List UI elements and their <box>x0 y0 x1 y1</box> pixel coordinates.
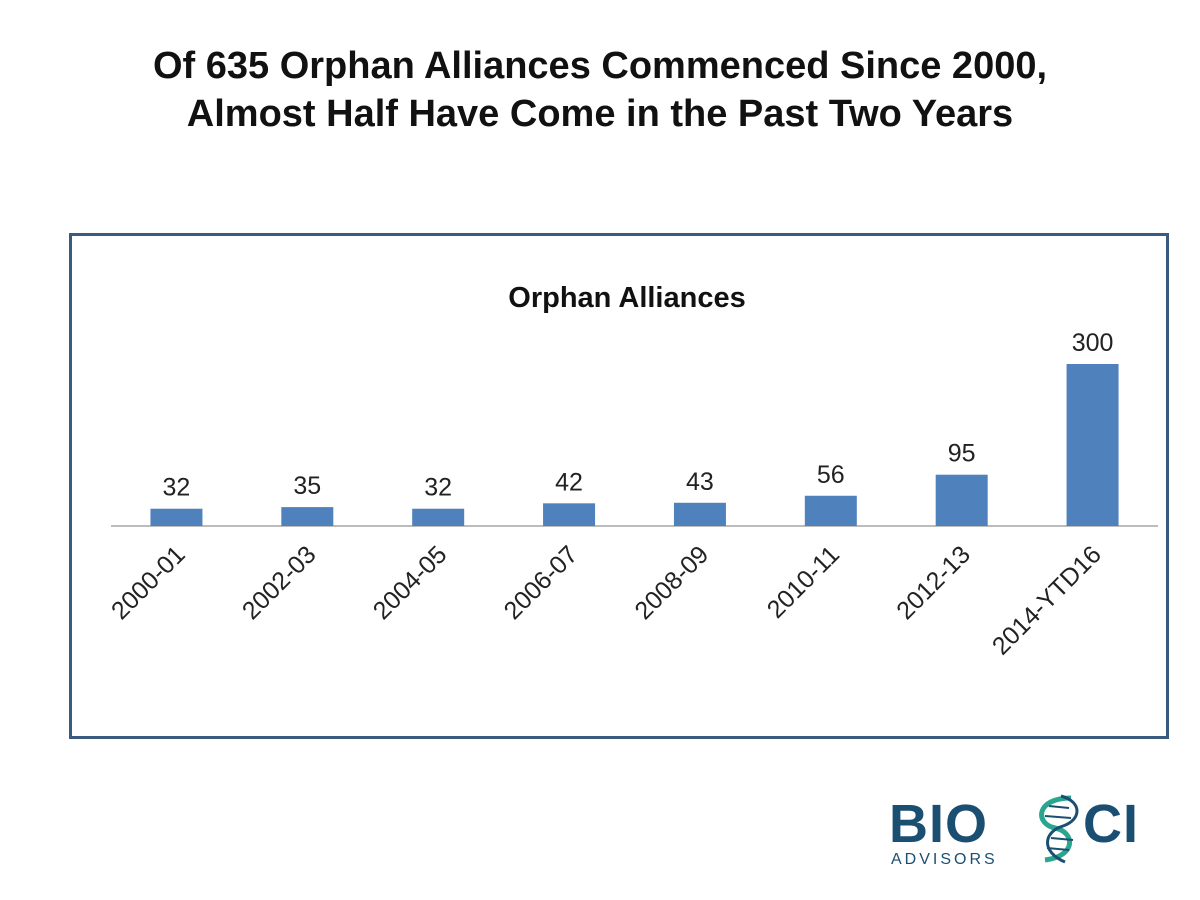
chart-title: Orphan Alliances <box>508 282 745 314</box>
bar-2014-YTD16 <box>1066 364 1119 526</box>
chart-frame: Orphan Alliances 32 35 32 42 43 56 95 300 2000-… <box>69 233 1169 739</box>
value-label-2014-YTD16: 300 <box>1072 329 1114 357</box>
bar-2004-05 <box>412 508 465 526</box>
logo-subtitle: ADVISORS <box>891 851 998 868</box>
bar-2008-09 <box>673 502 726 526</box>
value-label-2008-09: 43 <box>686 468 714 496</box>
bar-chart: Orphan Alliances 32 35 32 42 43 56 95 300 2000-… <box>106 282 1158 660</box>
value-label-2002-03: 35 <box>293 472 321 500</box>
bioscci-advisors-logo: BIO CI ADVISORS <box>885 790 1155 870</box>
bar-2002-03 <box>281 507 334 526</box>
slide-title-line-2: Almost Half Have Come in the Past Two Ye… <box>186 93 1014 135</box>
logo-text-ci: CI <box>1083 794 1139 854</box>
bar-2006-07 <box>543 503 596 526</box>
logo-text-bio: BIO <box>889 794 988 854</box>
value-label-2012-13: 95 <box>948 440 976 468</box>
category-label-2004-05: 2004-05 <box>368 540 453 625</box>
value-label-2010-11: 56 <box>817 461 845 489</box>
category-labels-group: 2000-01 2002-03 2004-05 2006-07 2008-09 2010-… <box>106 540 1107 660</box>
value-label-2006-07: 42 <box>555 468 583 496</box>
category-label-2012-13: 2012-13 <box>891 540 976 625</box>
dna-helix-icon <box>1039 794 1079 864</box>
bar-2012-13 <box>935 474 988 526</box>
category-label-2006-07: 2006-07 <box>499 540 584 625</box>
category-label-2008-09: 2008-09 <box>630 540 715 625</box>
slide-title-line-1: Of 635 Orphan Alliances Commenced Since … <box>152 45 1048 87</box>
value-labels-group: 32 35 32 42 43 56 95 300 <box>163 329 1114 502</box>
value-label-2004-05: 32 <box>424 474 452 502</box>
bar-2010-11 <box>804 495 857 526</box>
bars-group <box>150 364 1119 526</box>
category-label-2000-01: 2000-01 <box>106 540 191 625</box>
value-label-2000-01: 32 <box>163 474 191 502</box>
category-label-2002-03: 2002-03 <box>237 540 322 625</box>
category-label-2014-YTD16: 2014-YTD16 <box>987 540 1107 660</box>
slide-title: Of 635 Orphan Alliances Commenced Since … <box>0 42 1200 138</box>
bar-2000-01 <box>150 508 203 526</box>
category-label-2010-11: 2010-11 <box>762 540 845 623</box>
